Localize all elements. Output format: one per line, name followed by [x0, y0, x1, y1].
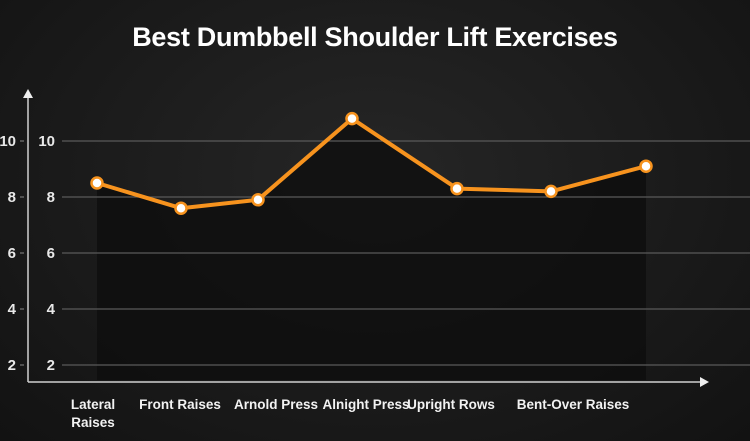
data-point: [450, 181, 464, 196]
data-point: [544, 184, 558, 199]
y-tick-label: 4: [47, 301, 56, 318]
x-tick-label: Front Raises: [139, 397, 221, 412]
y-tick-label: 10: [38, 133, 55, 150]
y-tick-label-outer: 6: [8, 245, 16, 262]
y-tick-label-outer: 8: [8, 189, 16, 206]
y-tick-label: 8: [47, 189, 55, 206]
y-tick-label-outer: 10: [0, 133, 16, 150]
data-point: [251, 193, 265, 207]
x-tick-label: Arnold Press: [233, 397, 319, 412]
x-tick-label: Upright Rows: [407, 397, 495, 412]
y-axis-arrow-icon: [23, 89, 33, 98]
data-point: [639, 159, 653, 173]
y-tick-label-outer: 4: [8, 301, 17, 318]
y-tick-label-outer: 2: [8, 357, 16, 374]
chart-title: Best Dumbbell Shoulder Lift Exercises: [132, 22, 618, 52]
y-tick-label: 2: [47, 357, 55, 374]
x-tick-label: Alnight Press: [322, 397, 410, 412]
data-point: [174, 201, 188, 215]
data-point: [345, 111, 359, 126]
area-fill: [97, 118, 646, 380]
x-tick-label: Bent-Over Raises: [516, 397, 630, 412]
x-tick-label: Lateral Raises: [70, 397, 116, 430]
y-tick-label: 6: [47, 245, 55, 262]
data-point: [90, 176, 104, 190]
x-axis-arrow-icon: [700, 377, 709, 387]
